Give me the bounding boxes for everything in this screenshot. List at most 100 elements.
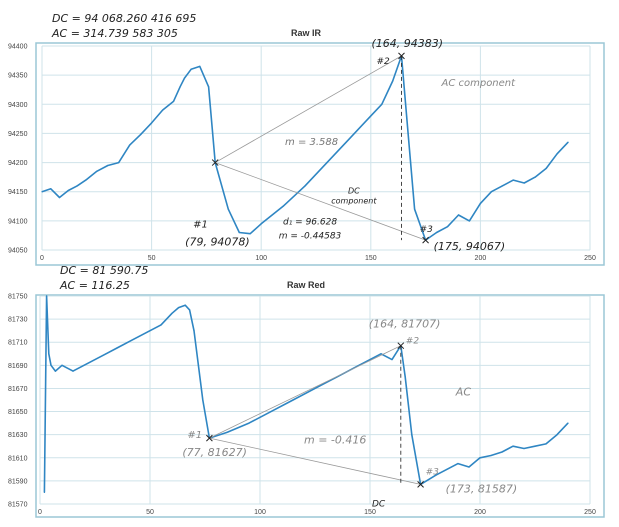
data-point <box>85 179 87 181</box>
series-line <box>41 55 569 241</box>
data-point <box>391 358 393 361</box>
y-tick-label: 81670 <box>8 386 28 393</box>
annotation-label: m = 3.588 <box>285 137 338 148</box>
data-point <box>556 153 558 155</box>
data-point <box>58 196 61 199</box>
x-tick-label: 50 <box>146 509 154 516</box>
annotation-label: (164, 81707) <box>369 318 441 331</box>
y-tick-label: 94150 <box>8 189 28 196</box>
data-point <box>501 185 503 187</box>
chart-title: Raw Red <box>287 280 325 290</box>
x-tick-label: 200 <box>474 509 486 516</box>
y-tick-label: 94400 <box>8 44 28 51</box>
data-point <box>314 387 316 390</box>
data-point <box>118 161 120 164</box>
data-point <box>468 220 471 222</box>
y-tick-label: 94300 <box>8 102 28 109</box>
marker-x <box>398 52 405 60</box>
x-tick-label: 100 <box>254 509 266 516</box>
data-point <box>54 370 57 372</box>
data-point <box>83 364 85 366</box>
data-point <box>457 214 460 216</box>
data-point <box>534 445 536 447</box>
x-tick-label: 0 <box>38 509 42 516</box>
data-point <box>43 491 46 494</box>
data-point <box>304 185 306 187</box>
data-point <box>545 167 547 169</box>
data-point <box>116 347 118 349</box>
ac-slope-line <box>209 345 401 439</box>
data-point <box>446 226 449 228</box>
annotation-label: DC <box>348 187 360 196</box>
annotation-label: #1 <box>193 220 208 231</box>
data-point <box>490 191 492 193</box>
y-tick-label: 81710 <box>8 340 28 347</box>
y-tick-label: 81610 <box>8 455 28 462</box>
data-point <box>151 122 153 124</box>
data-point <box>50 188 52 190</box>
data-point <box>556 434 558 436</box>
data-point <box>171 312 173 314</box>
data-point <box>105 353 107 355</box>
x-tick-label: 150 <box>365 255 377 262</box>
annotation-label: d₁ = 96.628 <box>283 218 337 228</box>
data-point <box>457 462 459 465</box>
data-point <box>184 304 186 306</box>
data-point <box>567 141 569 143</box>
data-point <box>407 132 409 135</box>
data-point <box>292 399 294 401</box>
dc-baseline <box>209 437 421 485</box>
data-point <box>479 457 481 459</box>
red-ac-note: AC = 116.25 <box>59 279 130 292</box>
ir-ac-note: AC = 314.739 583 305 <box>51 27 178 40</box>
y-tick-label: 81570 <box>8 502 28 509</box>
data-point <box>270 410 272 413</box>
data-point <box>490 454 492 457</box>
data-point <box>435 474 437 476</box>
annotation-label: DC <box>372 499 386 509</box>
annotation-label: #2 <box>406 337 420 347</box>
annotation-label: (173, 81587) <box>446 482 518 495</box>
data-point <box>107 164 109 167</box>
y-tick-label: 81730 <box>8 317 28 324</box>
data-point <box>190 68 192 70</box>
data-point <box>94 358 96 361</box>
ir-dc-note: DC = 94 068.260 416 695 <box>52 12 196 25</box>
data-point <box>479 202 481 204</box>
data-point <box>545 443 547 445</box>
data-point <box>61 364 63 366</box>
data-point <box>512 445 514 447</box>
data-point <box>348 138 350 140</box>
x-tick-label: 150 <box>364 509 376 516</box>
annotation-label: #3 <box>426 467 440 477</box>
data-point <box>149 330 151 332</box>
annotation-label: AC <box>455 386 472 399</box>
data-point <box>179 86 181 88</box>
chart-frame <box>35 294 605 518</box>
annotation-label: #2 <box>376 57 390 67</box>
y-tick-label: 94250 <box>8 131 28 138</box>
data-point <box>411 434 413 436</box>
annotation-label: (77, 81627) <box>182 446 247 459</box>
annotation-label: component <box>331 197 377 206</box>
marker-x <box>422 236 429 244</box>
data-point <box>76 185 78 187</box>
x-tick-label: 200 <box>475 255 487 262</box>
data-point <box>501 451 503 453</box>
y-tick-label: 81590 <box>8 478 28 485</box>
data-point <box>414 208 416 210</box>
marker-x <box>206 434 213 442</box>
data-point <box>183 77 186 79</box>
data-point <box>96 170 98 172</box>
x-tick-label: 100 <box>255 255 267 262</box>
y-tick-label: 94200 <box>8 160 28 167</box>
data-point <box>249 233 251 235</box>
data-point <box>567 422 569 424</box>
data-point <box>129 144 131 146</box>
data-point <box>178 306 180 309</box>
data-point <box>138 335 140 338</box>
data-point <box>67 189 69 192</box>
data-point <box>380 353 382 355</box>
data-point <box>197 364 199 366</box>
